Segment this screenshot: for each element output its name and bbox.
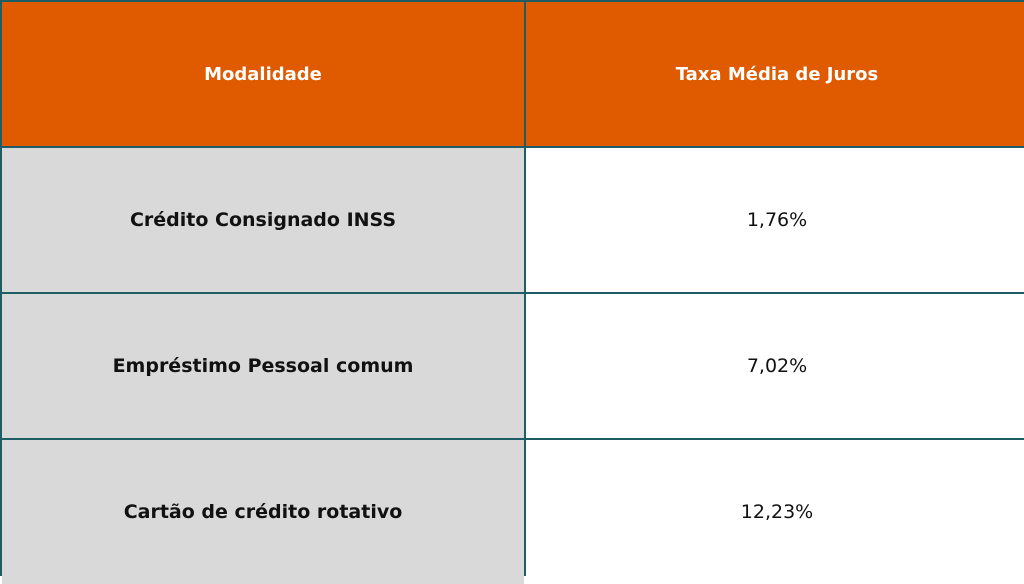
row-label-rotativo: Cartão de crédito rotativo: [2, 440, 524, 584]
header-taxa-media: Taxa Média de Juros: [526, 2, 1024, 146]
header-modalidade: Modalidade: [2, 2, 524, 146]
row-value-consignado: 1,76%: [526, 148, 1024, 292]
row-label-consignado: Crédito Consignado INSS: [2, 148, 524, 292]
row-value-pessoal: 7,02%: [526, 294, 1024, 438]
row-label-pessoal: Empréstimo Pessoal comum: [2, 294, 524, 438]
row-value-rotativo: 12,23%: [526, 440, 1024, 584]
